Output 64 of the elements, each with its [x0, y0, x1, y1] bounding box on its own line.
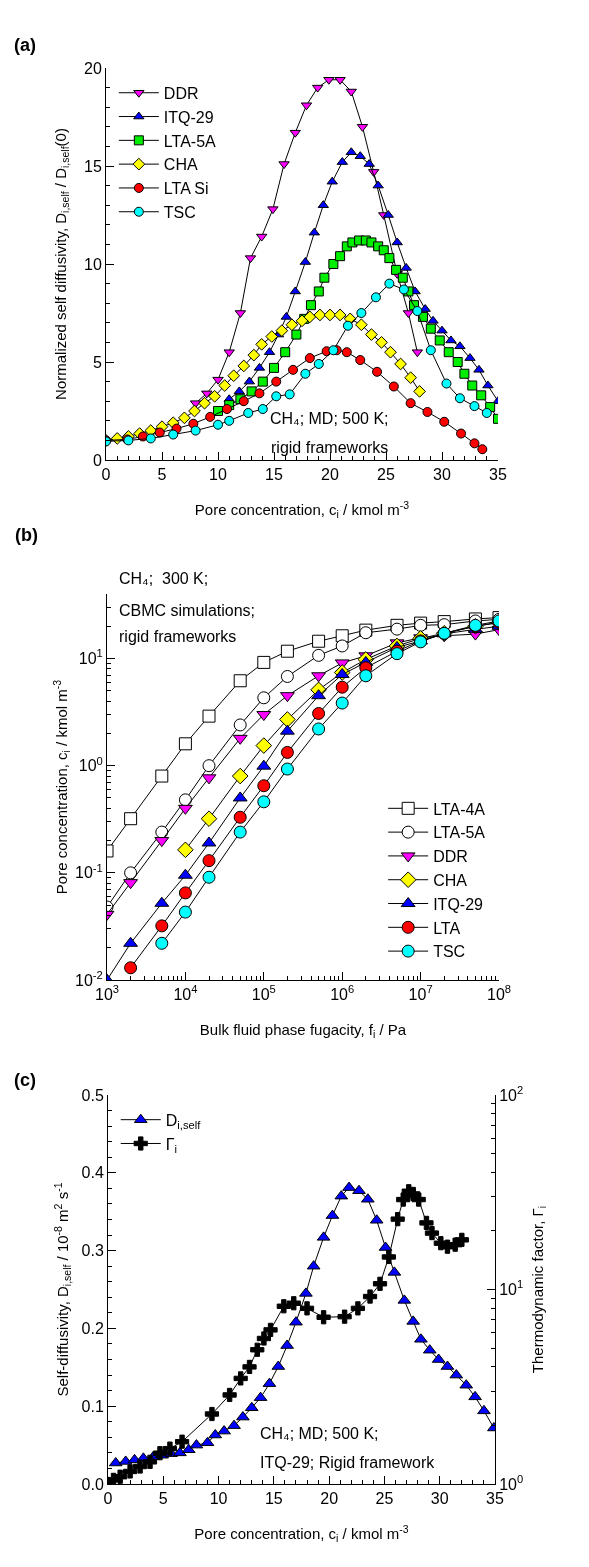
x-tick-label: 10: [209, 1490, 228, 1508]
legend-label: Γ$_{i}$: [165, 1135, 178, 1156]
legend-label: DDR: [433, 848, 468, 866]
y-tick-label: 10: [84, 255, 102, 273]
x-tick-label: 30: [433, 466, 451, 484]
legend-label: LTA Si: [163, 180, 209, 198]
x-tick-label: 25: [375, 1490, 394, 1508]
x-tick-label: 5: [157, 466, 167, 484]
y-tick-label: 0.2: [81, 1320, 104, 1337]
y-tick-label: 0: [92, 451, 102, 469]
annotation: CBMC simulations;: [119, 602, 256, 619]
y-tick-label: 5: [92, 353, 102, 371]
annotation: ITQ-29; Rigid framework: [260, 1454, 436, 1471]
y-tick-label: 0.4: [81, 1164, 104, 1182]
legend-label: LTA-4A: [433, 800, 486, 818]
annotation: rigid frameworks: [119, 628, 237, 645]
legend-label: CHA: [433, 871, 468, 889]
x-tick-label: 35: [489, 466, 507, 484]
y-tick-label: 0.5: [81, 1086, 104, 1104]
y-tick-label: 0.0: [81, 1475, 104, 1493]
x-tick-label: 10$^{4}$: [173, 983, 198, 1004]
legend-label: TSC: [163, 203, 196, 221]
x-tick-label: 20: [320, 1490, 339, 1508]
text: (c): [14, 1070, 36, 1090]
legend-label: LTA-5A: [163, 132, 217, 150]
legend-label: D$_{i,self}$: [165, 1111, 202, 1132]
x-tick-label: 10$^{8}$: [486, 983, 512, 1004]
legend-label: LTA-5A: [433, 824, 486, 842]
x-tick-label: 35: [486, 1490, 504, 1508]
y2-tick-label: 10$^{1}$: [499, 1278, 524, 1299]
x-tick-label: 10$^{6}$: [330, 983, 355, 1004]
x-tick-label: 10$^{5}$: [251, 983, 276, 1004]
x-axis-title: Pore concentration, c$_{i}$ / kmol m$^{-3}$: [194, 498, 410, 520]
x-axis-title: Bulk fluid phase fugacity, f$_{i}$ / Pa: [199, 1021, 407, 1041]
legend-label: CHA: [163, 156, 198, 174]
y-tick-label: 15: [84, 157, 102, 175]
y-tick-label: 10$^{0}$: [78, 754, 103, 775]
x-tick-label: 10$^{7}$: [408, 983, 433, 1004]
x-tick-label: 30: [430, 1490, 449, 1508]
annotation: CH₄; MD; 500 K;: [270, 410, 389, 427]
legend-label: LTA: [433, 919, 461, 937]
x-axis-title: Pore concentration, c$_{i}$ / kmol m$^{-3}$: [194, 1522, 409, 1545]
x-tick-label: 5: [158, 1490, 168, 1508]
y2-tick-label: 10$^{2}$: [499, 1083, 524, 1104]
x-tick-label: 25: [377, 466, 395, 484]
legend-label: ITQ-29: [433, 895, 484, 913]
annotation: CH₄; MD; 500 K;: [260, 1425, 379, 1442]
x-tick-label: 15: [265, 466, 283, 484]
annotation: rigid frameworks: [271, 439, 389, 456]
x-tick-label: 15: [264, 1490, 283, 1508]
legend-label: TSC: [433, 943, 466, 961]
legend-label: ITQ-29: [163, 108, 214, 126]
y-tick-label: 0.1: [81, 1397, 104, 1415]
text: CH₄; 300 K;: [119, 570, 209, 587]
y-tick-label: 10$^{1}$: [78, 647, 103, 668]
x-tick-label: 10: [209, 466, 227, 484]
y-tick-label: 10$^{-1}$: [75, 861, 103, 882]
x-tick-label: 20: [321, 466, 339, 484]
text: (b): [15, 525, 38, 545]
y2-tick-label: 10$^{0}$: [499, 1472, 524, 1493]
y-tick-label: 0.3: [81, 1242, 104, 1260]
text: (a): [14, 35, 36, 55]
legend-label: DDR: [163, 84, 199, 102]
y-tick-label: 20: [84, 59, 102, 77]
